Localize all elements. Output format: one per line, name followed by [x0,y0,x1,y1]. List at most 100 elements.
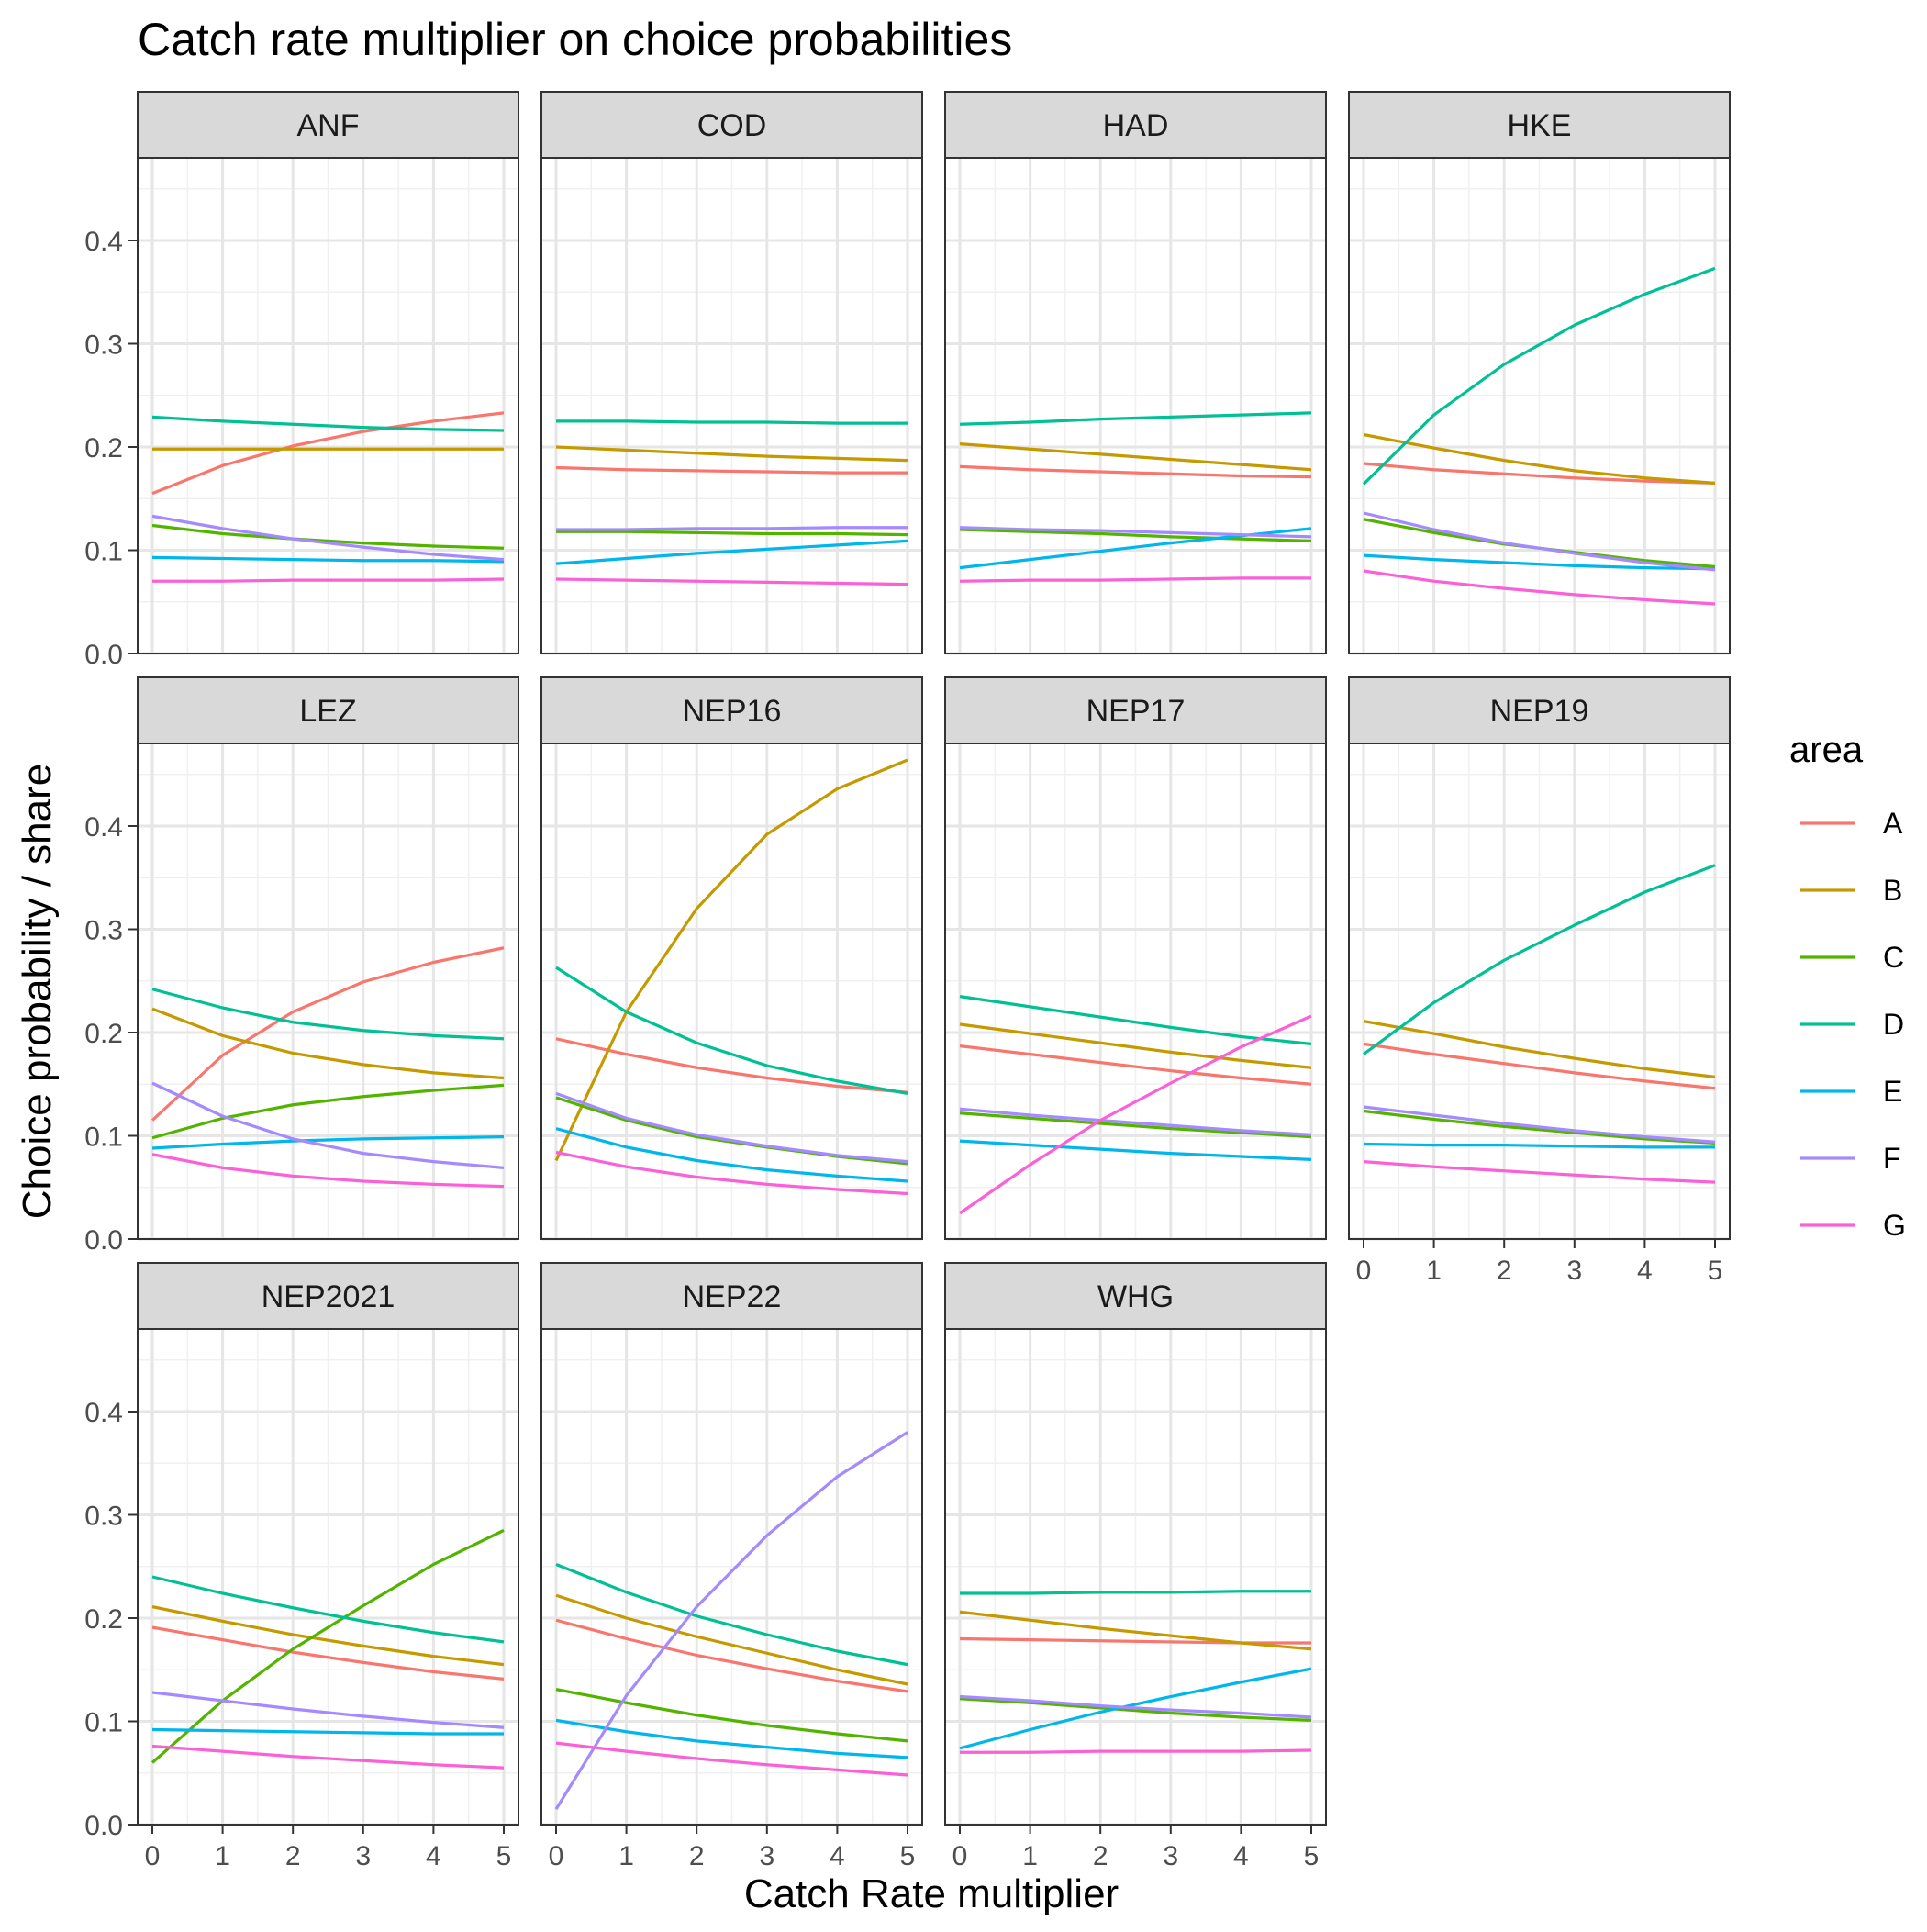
series-line-d [556,419,908,425]
series-line-a [151,1625,505,1681]
x-tick-label: 2 [689,1841,705,1871]
x-tick-label: 3 [759,1841,774,1871]
series-line-e [555,539,908,565]
legend-label: A [1883,807,1903,840]
series-line-f [554,1431,908,1810]
series-line-b [151,1605,505,1667]
x-tick-label: 4 [1637,1256,1653,1286]
y-tick-label: 0.0 [84,640,123,670]
series-line-c [959,1697,1312,1722]
x-tick-label: 5 [1304,1841,1320,1871]
series-line-e [151,1727,504,1736]
x-tick-label: 1 [1426,1256,1442,1286]
panel-border [137,743,519,1240]
x-tick-label: 1 [618,1841,634,1871]
series-line-f [959,1694,1312,1719]
series-line-g [152,577,505,583]
series-line-g [151,1153,505,1189]
series-line-b [1363,1020,1716,1078]
series-line-f [959,1107,1312,1136]
x-tick-label: 2 [1497,1256,1512,1286]
series-line-f [1363,511,1716,572]
facet-panel-nep22: NEP22 0 1 2 3 4 5 [540,1262,923,1871]
series-line-d [151,1575,505,1644]
facet-panel-hke: HKE [1348,91,1731,655]
series-line-d [1362,266,1716,486]
panel-border [137,157,519,654]
y-axis-label: Choice probability / share [15,764,60,1219]
series-line-e [959,1139,1312,1161]
series-line-g [151,1744,505,1770]
legend-label: G [1883,1209,1906,1242]
facet-strip [944,91,1327,159]
y-tick-label: 0.0 [84,1225,123,1256]
series-line-e [151,1135,505,1150]
series-line-g [1363,1160,1716,1184]
series-line-e [555,1718,908,1759]
series-line-c [150,1528,505,1764]
series-line-d [959,995,1312,1045]
facet-panel-nep19: NEP19 0 1 2 3 4 5 [1348,676,1731,1286]
panel-border [1348,743,1731,1240]
facet-strip-label: LEZ [299,694,356,729]
series-line-a [555,1618,908,1693]
y-tick-label: 0.2 [84,1019,123,1049]
facet-strip-label: COD [697,108,767,143]
legend-label: C [1883,941,1904,974]
series-line-b [1363,432,1716,485]
series-line-c [556,530,908,537]
y-tick-label: 0.4 [84,227,123,257]
y-tick-label: 0.3 [84,916,123,946]
facet-strip-label: HAD [1103,108,1169,143]
series-line-f [556,526,908,531]
series-line-d [555,966,908,1095]
series-line-d [1363,864,1716,1055]
x-tick-label: 0 [952,1841,968,1871]
series-line-b [959,1022,1312,1069]
series-line-b [151,1007,505,1080]
series-line-g [555,577,908,586]
facet-strip-label: NEP17 [1086,694,1186,729]
x-tick-label: 5 [900,1841,916,1871]
x-tick-label: 0 [549,1841,564,1871]
legend-label: E [1883,1075,1902,1108]
facet-strip [1348,676,1731,744]
series-line-f [555,1091,908,1164]
legend-item-b: B [1800,874,1902,907]
series-line-a [959,1044,1312,1086]
x-axis-label: Catch Rate multiplier [744,1871,1119,1916]
facet-panel-nep17: NEP17 [944,676,1327,1241]
series-line-d [959,411,1312,426]
x-tick-label: 2 [1093,1841,1108,1871]
y-tick-label: 0.1 [84,537,123,567]
facet-strip-label: NEP2021 [262,1279,395,1314]
series-line-g [555,1150,908,1196]
facet-strip-label: NEP19 [1490,694,1589,729]
facet-strip-label: HKE [1508,108,1572,143]
facet-panel-cod: COD [540,91,923,655]
legend-item-g: G [1800,1209,1906,1242]
legend-label: F [1883,1142,1901,1175]
series-line-g [555,1741,908,1777]
x-tick-label: 4 [830,1841,845,1871]
legend-item-a: A [1800,807,1903,840]
x-tick-label: 1 [1022,1841,1038,1871]
facet-panel-whg: WHG 0 1 2 3 4 5 [944,1262,1327,1871]
chart-title: Catch rate multiplier on choice probabil… [138,14,1012,65]
series-line-f [959,526,1312,539]
facet-panel-nep2021: NEP2021 0.0 0.1 0.2 0.3 0.4 0 1 2 3 4 5 [84,1262,519,1871]
x-tick-label: 5 [496,1841,512,1871]
x-tick-label: 0 [145,1841,161,1871]
legend-label: B [1883,874,1902,907]
y-tick-label: 0.2 [84,1604,123,1635]
panel-border [1348,157,1731,654]
facet-panel-nep16: NEP16 [540,676,923,1241]
y-tick-label: 0.4 [84,812,123,843]
y-tick-label: 0.2 [84,433,123,463]
panel-border [944,157,1327,654]
series-line-b [959,442,1312,472]
series-line-e [555,1127,908,1183]
facet-panel-had: HAD [944,91,1327,655]
series-line-c [959,1111,1312,1139]
